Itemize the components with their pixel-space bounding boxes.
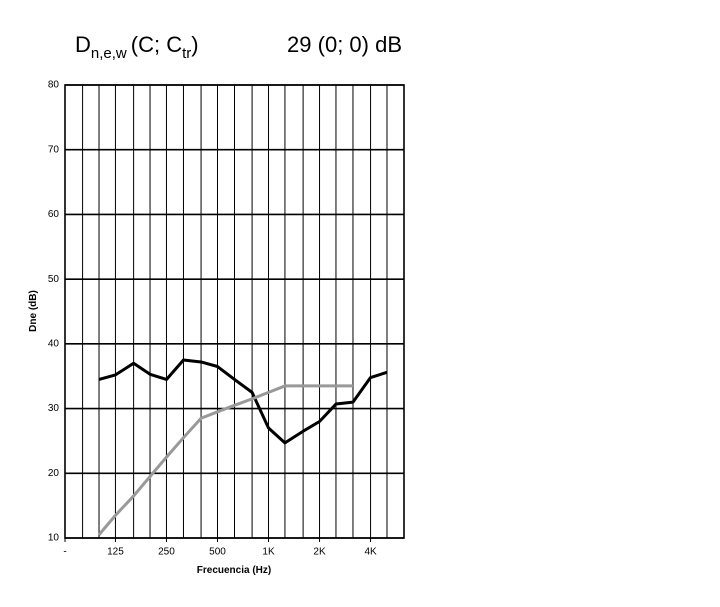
y-tick-label: 80 <box>48 80 60 91</box>
x-axis-label: Frecuencia (Hz) <box>197 565 271 576</box>
title-part: D <box>75 32 91 57</box>
x-tick-label: 4K <box>364 547 377 558</box>
y-tick-label: 40 <box>48 338 60 349</box>
title-part: ) <box>191 32 198 57</box>
rating: 29 (0; 0) dB <box>287 32 402 57</box>
x-tick-label: 2K <box>313 547 326 558</box>
y-axis-label: Dne (dB) <box>28 290 39 332</box>
x-tick-label: 125 <box>107 547 124 558</box>
data-line <box>98 358 388 445</box>
title-subscript: tr <box>182 45 191 62</box>
x-tick-label: 500 <box>209 547 226 558</box>
y-tick-label: 20 <box>48 468 60 479</box>
y-tick-label: 10 <box>48 533 60 544</box>
x-tick-label: 1K <box>262 547 275 558</box>
y-tick-label: 70 <box>48 144 60 155</box>
title-subscript: n,e,w <box>91 45 127 62</box>
chart-title: Dn,e,w (C; Ctr) <box>75 32 199 62</box>
y-tick-label: 60 <box>48 209 60 220</box>
data-line <box>97 384 353 536</box>
title-part: (C; C <box>131 32 182 57</box>
plot-frame <box>64 84 405 539</box>
x-tick-label: 250 <box>158 547 175 558</box>
y-tick-label: 50 <box>48 274 60 285</box>
x-tick-label: - <box>63 547 66 558</box>
y-tick-label: 30 <box>48 403 60 414</box>
